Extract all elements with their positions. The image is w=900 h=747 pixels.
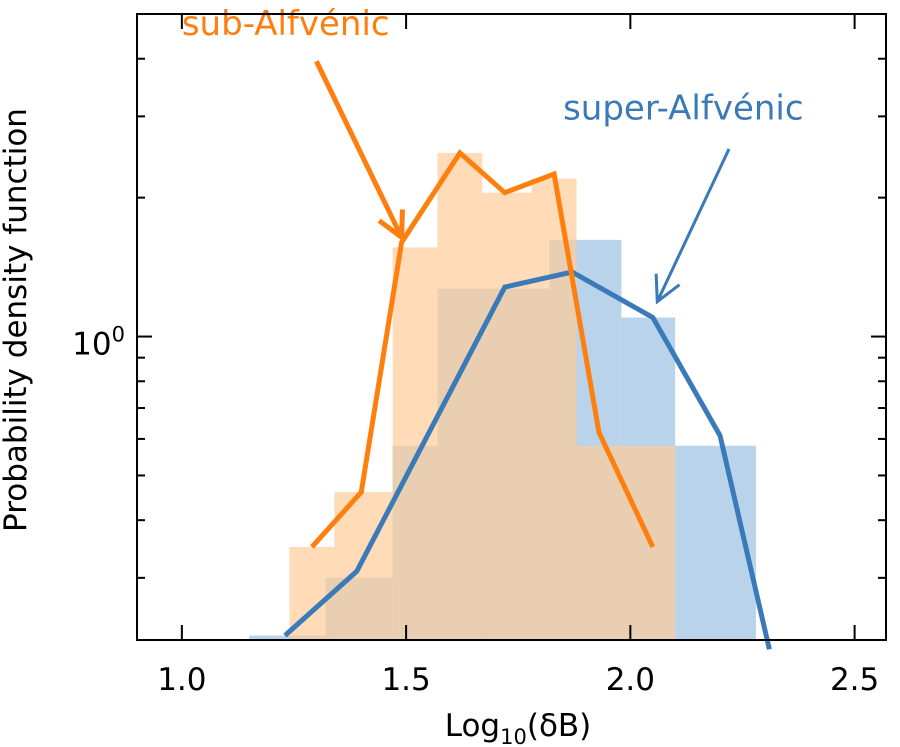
x-axis-label-main: Log [445, 708, 500, 744]
x-tick-label: 1.0 [157, 662, 206, 698]
sub-alfv-nic-hist-bar [415, 247, 438, 640]
super-alfv-nic-arrowhead [654, 273, 681, 305]
y-axis-label: Probability density function [0, 108, 34, 532]
sub-alfv-nic-hist-bar [576, 445, 676, 640]
sub-alfv-nic-arrowhead [377, 209, 405, 243]
y-tick-label-base: 10 [72, 327, 111, 363]
super-alfv-nic-annotation-text: super-Alfvénic [563, 89, 804, 129]
axis-ticks: 1.0 1.5 2.0 2.5 [137, 14, 886, 698]
sub-alfv-nic-hist-bar [482, 192, 532, 640]
super-alfv-nic-annotation-arrow [655, 148, 731, 303]
y-tick-label-exponent: 0 [112, 323, 125, 347]
sub-alfv-nic-hist-bar [392, 247, 416, 640]
sub-alfv-nic-hist-bar [531, 178, 577, 640]
plot-frame [136, 13, 887, 641]
sub-alfv-nic-annotation-arrow [314, 60, 404, 239]
sub-alfv-nic-hist-bar [437, 152, 483, 640]
super-alfv-nic-hist-bar [249, 635, 326, 640]
x-tick-label: 1.5 [381, 662, 430, 698]
y-tick-label: 100 [72, 323, 125, 363]
x-tick-label: 2.5 [830, 662, 879, 698]
annotations: sub-Alfvénic super-Alfvénic [182, 4, 804, 305]
x-tick-label: 2.0 [606, 662, 655, 698]
histogram-bars [249, 152, 756, 640]
x-axis-label-subscript: 10 [500, 725, 527, 747]
pdf-lines [283, 149, 772, 650]
x-axis-label: Log10(δB) [445, 708, 592, 747]
sub-alfv-nic-annotation-text: sub-Alfvénic [182, 4, 390, 44]
x-axis-label-tail: (δB) [527, 708, 591, 744]
sub-alfv-nic-pdf-line [310, 149, 656, 549]
